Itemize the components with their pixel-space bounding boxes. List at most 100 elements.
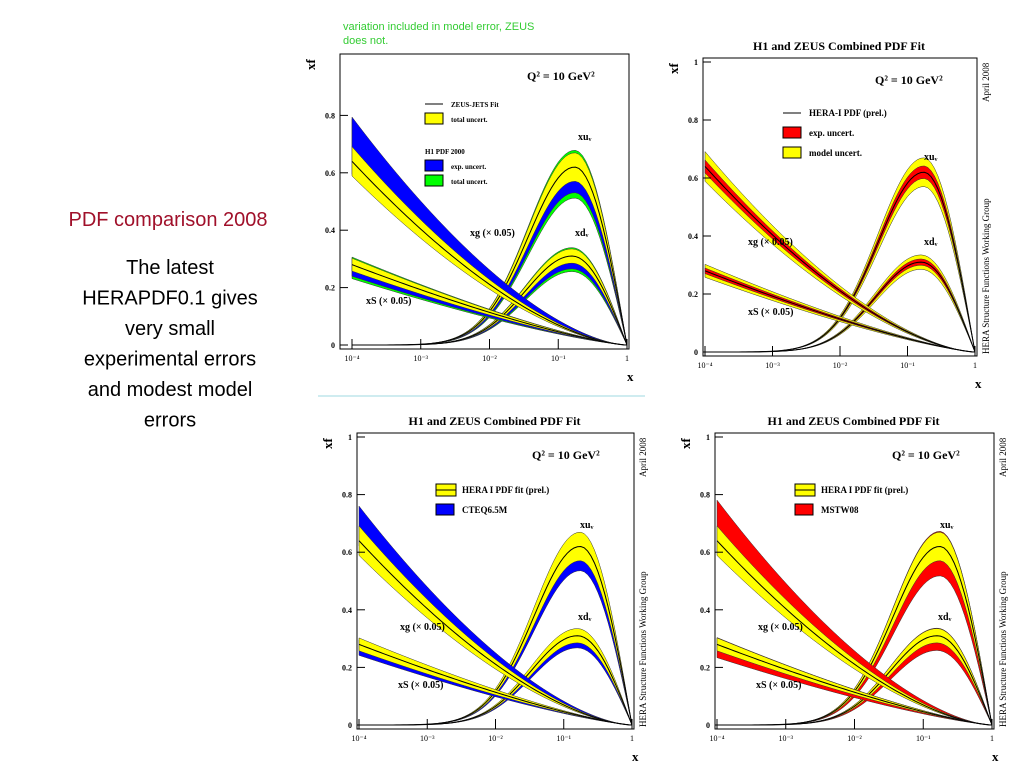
x-tick-label: 10⁻⁴ (344, 354, 359, 363)
x-tick-label: 10⁻⁴ (351, 734, 366, 743)
legend-label: exp. uncert. (451, 163, 486, 171)
y-tick-label: 0.4 (688, 232, 698, 241)
y-tick-label: 0 (706, 721, 710, 730)
x-tick-label: 10⁻² (833, 361, 848, 370)
legend-swatch (794, 503, 814, 516)
body-line: experimental errors (84, 349, 256, 371)
legend-label: CTEQ6.5M (462, 505, 508, 515)
curve-label: xdᵥ (575, 228, 589, 239)
uncertainty-band (704, 267, 976, 353)
y-axis-label: xf (320, 438, 335, 450)
side-date: April 2008 (998, 437, 1008, 477)
q2-label: Q² = 10 GeV² (875, 73, 943, 87)
body-line: and modest model (88, 379, 253, 401)
x-tick-label: 10⁻² (482, 354, 497, 363)
curve-label: xuᵥ (578, 132, 592, 143)
caption: does not. (343, 35, 388, 47)
plot-title: H1 and ZEUS Combined PDF Fit (753, 39, 925, 53)
x-tick-label: 10⁻² (488, 734, 503, 743)
x-tick-label: 10⁻¹ (900, 361, 915, 370)
y-axis-label: xf (303, 59, 318, 71)
x-tick-label: 10⁻¹ (551, 354, 566, 363)
legend-swatch (782, 126, 802, 139)
y-axis-label: xf (666, 63, 681, 75)
x-tick-label: 10⁻³ (778, 734, 793, 743)
plot-frame (339, 53, 630, 350)
curve-label: xuᵥ (580, 520, 594, 531)
central-curve (358, 635, 633, 726)
y-tick-label: 0.4 (342, 606, 352, 615)
y-tick-label: 0.2 (700, 663, 710, 672)
y-tick-label: 0.8 (342, 491, 352, 500)
x-tick-label: 10⁻³ (420, 734, 435, 743)
x-tick-label: 1 (630, 734, 634, 743)
x-tick-label: 10⁻¹ (916, 734, 931, 743)
curve-label: xuᵥ (940, 520, 954, 531)
body-line: errors (144, 410, 196, 432)
body-line: very small (125, 318, 215, 340)
q2-label: Q² = 10 GeV² (892, 448, 960, 462)
side-group: HERA Structure Functions Working Group (981, 198, 991, 354)
x-axis-label: x (992, 749, 999, 764)
curve-label: xuᵥ (924, 152, 938, 163)
y-tick-label: 0.4 (700, 606, 710, 615)
curve-label: xdᵥ (924, 237, 938, 248)
central-curve (716, 540, 993, 726)
legend-swatch (424, 159, 444, 172)
x-axis-label: x (627, 369, 634, 384)
central-curve (358, 540, 633, 726)
y-tick-label: 0.2 (342, 663, 352, 672)
legend-label: MSTW08 (821, 505, 859, 515)
y-tick-label: 0.4 (325, 226, 335, 235)
y-tick-label: 0 (694, 348, 698, 357)
side-date: April 2008 (981, 62, 991, 102)
curve-label: xg (× 0.05) (470, 228, 515, 239)
y-tick-label: 0.8 (325, 111, 335, 120)
x-tick-label: 1 (625, 354, 629, 363)
q2-label: Q² = 10 GeV² (532, 448, 600, 462)
x-tick-label: 10⁻³ (413, 354, 428, 363)
x-tick-label: 1 (973, 361, 977, 370)
legend-swatch (424, 112, 444, 125)
legend-swatch (424, 174, 444, 187)
central-curve (358, 643, 633, 726)
body-line: The latest (126, 257, 214, 279)
plot-title: H1 and ZEUS Combined PDF Fit (768, 414, 940, 428)
legend-label: model uncert. (809, 148, 862, 158)
uncertainty-band (704, 263, 976, 353)
legend-label: exp. uncert. (809, 128, 854, 138)
legend-label: ZEUS-JETS Fit (451, 101, 499, 109)
y-tick-label: 1 (706, 433, 710, 442)
x-tick-label: 10⁻⁴ (697, 361, 712, 370)
curve-label: xg (× 0.05) (758, 622, 803, 633)
y-tick-label: 0.2 (325, 284, 335, 293)
central-curve (704, 270, 976, 353)
central-curve (351, 255, 628, 346)
x-tick-label: 1 (990, 734, 994, 743)
x-tick-label: 10⁻² (847, 734, 862, 743)
curve-label: xdᵥ (578, 612, 592, 623)
legend-label: HERA I PDF fit (prel.) (462, 485, 549, 495)
legend-swatch (782, 146, 802, 159)
y-axis-label: xf (678, 438, 693, 450)
x-tick-label: 10⁻⁴ (709, 734, 724, 743)
y-tick-label: 1 (348, 433, 352, 442)
y-tick-label: 0 (331, 341, 335, 350)
y-tick-label: 0.6 (325, 169, 335, 178)
central-curve (351, 264, 628, 346)
central-curve (351, 160, 628, 346)
body-line: HERAPDF0.1 gives (82, 288, 258, 310)
curve-label: xg (× 0.05) (748, 237, 793, 248)
curve-label: xS (× 0.05) (756, 680, 801, 691)
x-axis-label: x (632, 749, 639, 764)
legend-label: total uncert. (451, 116, 488, 124)
y-tick-label: 1 (694, 58, 698, 67)
y-tick-label: 0.2 (688, 290, 698, 299)
slide-title: PDF comparison 2008 (69, 209, 268, 231)
central-curve (716, 635, 993, 726)
y-tick-label: 0.8 (700, 491, 710, 500)
x-tick-label: 10⁻³ (765, 361, 780, 370)
legend-label: HERA-I PDF (prel.) (809, 108, 887, 118)
curve-label: xS (× 0.05) (748, 307, 793, 318)
legend-label: HERA I PDF fit (prel.) (821, 485, 908, 495)
